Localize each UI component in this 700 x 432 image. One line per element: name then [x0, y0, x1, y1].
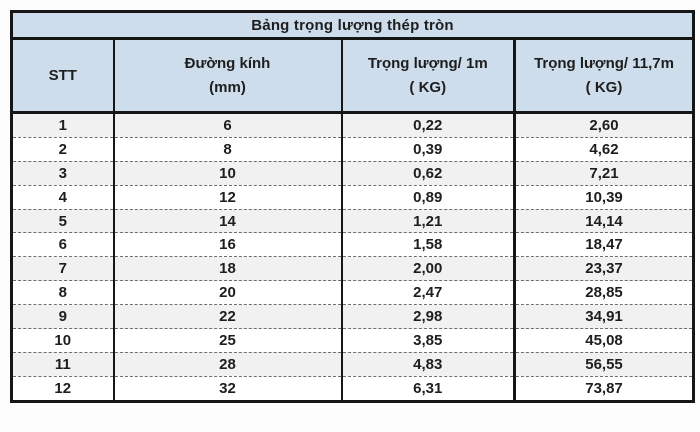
table-title-row: Bảng trọng lượng thép tròn	[11, 11, 694, 40]
stt-cell: 6	[11, 232, 115, 257]
column-header-label: Đường kính	[184, 55, 271, 72]
table-row: 7 18 2,00 23,37	[11, 256, 694, 281]
column-header-weight-1m: Trọng lượng/ 1m ( KG)	[341, 38, 516, 114]
diameter-cell: 8	[113, 136, 343, 162]
diameter-cell: 10	[113, 160, 343, 186]
weight-1m-cell: 0,22	[341, 112, 516, 138]
stt-cell: 7	[11, 256, 115, 281]
diameter-cell: 6	[113, 112, 343, 138]
weight-1m-cell: 0,89	[341, 184, 516, 210]
column-header-label: STT	[48, 67, 77, 84]
weight-1m-cell: 0,39	[341, 136, 516, 162]
weight-1m-cell: 1,21	[341, 208, 516, 233]
column-header-unit: (mm)	[209, 79, 246, 96]
column-header-label: Trọng lượng/ 1m	[367, 55, 488, 72]
weight-1m-cell: 2,47	[341, 280, 516, 305]
weight-11-7m-cell: 45,08	[514, 328, 694, 353]
stt-cell: 5	[11, 208, 115, 233]
column-header-weight-11-7m: Trọng lượng/ 11,7m ( KG)	[514, 38, 694, 114]
weight-11-7m-cell: 10,39	[514, 184, 694, 210]
weight-1m-cell: 2,00	[341, 256, 516, 281]
diameter-cell: 16	[113, 232, 343, 257]
table-header-row: STT Đường kính (mm) Trọng lượng/ 1m ( KG…	[11, 38, 694, 114]
weight-11-7m-cell: 34,91	[514, 304, 694, 329]
table-row: 6 16 1,58 18,47	[11, 232, 694, 257]
table-row: 4 12 0,89 10,39	[11, 184, 694, 210]
column-header-unit: ( KG)	[409, 79, 447, 96]
weight-11-7m-cell: 56,55	[514, 351, 694, 377]
weight-1m-cell: 2,98	[341, 304, 516, 329]
weight-1m-cell: 1,58	[341, 232, 516, 257]
diameter-cell: 28	[113, 351, 343, 377]
stt-cell: 10	[11, 328, 115, 353]
diameter-cell: 25	[113, 328, 343, 353]
table-row: 12 32 6,31 73,87	[11, 375, 694, 402]
weight-table: Bảng trọng lượng thép tròn STT Đường kín…	[10, 10, 696, 403]
table-row: 8 20 2,47 28,85	[11, 280, 694, 305]
table-row: 9 22 2,98 34,91	[11, 304, 694, 329]
weight-11-7m-cell: 73,87	[514, 375, 694, 402]
stt-cell: 4	[11, 184, 115, 210]
table-row: 11 28 4,83 56,55	[11, 351, 694, 377]
weight-1m-cell: 0,62	[341, 160, 516, 186]
diameter-cell: 14	[113, 208, 343, 233]
stt-cell: 11	[11, 351, 115, 377]
table-row: 10 25 3,85 45,08	[11, 328, 694, 353]
table-row: 3 10 0,62 7,21	[11, 160, 694, 186]
weight-11-7m-cell: 4,62	[514, 136, 694, 162]
stt-cell: 8	[11, 280, 115, 305]
diameter-cell: 32	[113, 375, 343, 402]
stt-cell: 12	[11, 375, 115, 402]
weight-1m-cell: 6,31	[341, 375, 516, 402]
table-title: Bảng trọng lượng thép tròn	[11, 11, 694, 40]
weight-11-7m-cell: 18,47	[514, 232, 694, 257]
diameter-cell: 22	[113, 304, 343, 329]
stt-cell: 3	[11, 160, 115, 186]
weight-11-7m-cell: 28,85	[514, 280, 694, 305]
stt-cell: 1	[11, 112, 115, 138]
weight-11-7m-cell: 2,60	[589, 116, 619, 134]
diameter-cell: 12	[113, 184, 343, 210]
weight-11-7m-cell: 7,21	[514, 160, 694, 186]
column-header-stt: STT	[11, 38, 115, 114]
stt-cell: 9	[11, 304, 115, 329]
diameter-cell: 18	[113, 256, 343, 281]
weight-11-7m-cell: 23,37	[514, 256, 694, 281]
table-row: 2 8 0,39 4,62	[11, 136, 694, 162]
stt-cell: 2	[11, 136, 115, 162]
table-body: 1 6 0,22 2,60 2 8 0,39 4,62 3 10 0,62 7,21 4 12 0,89 10…	[11, 112, 694, 402]
column-header-diameter: Đường kính (mm)	[113, 38, 343, 114]
column-header-unit: ( KG)	[585, 79, 623, 96]
column-header-label: Trọng lượng/ 11,7m	[534, 55, 674, 72]
weight-1m-cell: 4,83	[341, 351, 516, 377]
diameter-cell: 20	[113, 280, 343, 305]
table-row: 5 14 1,21 14,14	[11, 208, 694, 233]
weight-11-7m-cell: 14,14	[514, 208, 694, 233]
table-row: 1 6 0,22 2,60	[11, 112, 694, 138]
weight-1m-cell: 3,85	[341, 328, 516, 353]
